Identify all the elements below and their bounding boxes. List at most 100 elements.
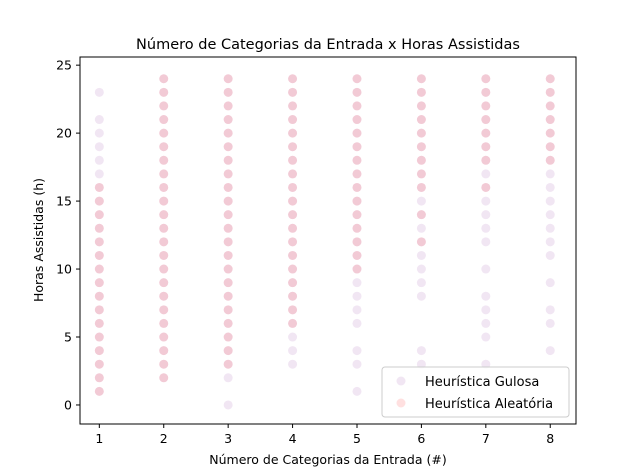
data-point — [159, 264, 169, 274]
data-point — [94, 210, 104, 220]
data-point — [159, 169, 169, 179]
data-point — [159, 318, 169, 328]
data-point — [94, 332, 104, 342]
data-point — [159, 182, 169, 192]
x-tick-label: 4 — [289, 431, 297, 446]
data-point — [352, 87, 362, 97]
data-point — [545, 101, 555, 111]
y-axis-label: Horas Assistidas (h) — [31, 178, 46, 302]
data-point — [352, 128, 362, 138]
data-point — [223, 359, 233, 369]
data-point — [288, 223, 298, 233]
legend-label-gulosa: Heurística Gulosa — [425, 375, 539, 390]
data-point — [545, 74, 555, 84]
data-point — [288, 128, 298, 138]
series-aleatoria — [94, 74, 555, 396]
data-point — [481, 128, 491, 138]
data-point — [416, 264, 426, 274]
data-point — [223, 223, 233, 233]
data-point — [288, 155, 298, 165]
data-point — [223, 291, 233, 301]
data-point — [288, 74, 298, 84]
legend: Heurística Gulosa Heurística Aleatória — [381, 366, 570, 418]
data-point — [481, 169, 491, 179]
data-point — [481, 237, 491, 247]
data-point — [159, 223, 169, 233]
data-point — [352, 115, 362, 125]
data-point — [159, 278, 169, 288]
data-point — [416, 237, 426, 247]
data-point — [159, 128, 169, 138]
data-point — [545, 346, 555, 356]
data-point — [159, 115, 169, 125]
data-point — [416, 182, 426, 192]
data-point — [416, 128, 426, 138]
data-point — [545, 182, 555, 192]
data-point — [94, 346, 104, 356]
data-point — [223, 250, 233, 260]
data-point — [288, 318, 298, 328]
data-point — [288, 250, 298, 260]
data-point — [416, 115, 426, 125]
data-point — [223, 346, 233, 356]
data-point — [352, 169, 362, 179]
data-point — [223, 128, 233, 138]
data-point — [545, 74, 555, 84]
y-tick-label: 5 — [64, 330, 72, 345]
data-point — [159, 250, 169, 260]
data-point — [159, 155, 169, 165]
data-point — [223, 155, 233, 165]
data-point — [352, 237, 362, 247]
data-point — [352, 101, 362, 111]
data-point — [352, 305, 362, 315]
data-point — [416, 74, 426, 84]
data-point — [159, 359, 169, 369]
data-point — [288, 291, 298, 301]
y-tick-label: 20 — [56, 126, 72, 141]
data-point — [352, 210, 362, 220]
data-point — [94, 264, 104, 274]
legend-marker-aleatoria — [396, 398, 406, 408]
data-point — [94, 196, 104, 206]
data-point — [223, 332, 233, 342]
y-axis-ticks: 0 5 10 15 20 25 — [56, 58, 80, 412]
data-point — [94, 291, 104, 301]
data-point — [352, 101, 362, 111]
data-point — [159, 237, 169, 247]
data-point — [223, 291, 233, 301]
data-point — [416, 250, 426, 260]
data-point — [416, 359, 426, 369]
data-point — [94, 223, 104, 233]
data-point — [159, 305, 169, 315]
data-point — [288, 278, 298, 288]
data-point — [223, 74, 233, 84]
data-point — [352, 278, 362, 288]
data-point — [481, 101, 491, 111]
data-point — [94, 318, 104, 328]
data-point — [352, 142, 362, 152]
data-point — [416, 237, 426, 247]
data-point — [223, 169, 233, 179]
data-point — [223, 223, 233, 233]
data-point — [481, 101, 491, 111]
data-point — [481, 142, 491, 152]
x-tick-label: 1 — [95, 431, 103, 446]
data-point — [545, 128, 555, 138]
data-point — [159, 359, 169, 369]
data-point — [223, 318, 233, 328]
data-point — [545, 169, 555, 179]
data-point — [352, 182, 362, 192]
data-point — [223, 332, 233, 342]
data-point — [288, 196, 298, 206]
data-point — [416, 291, 426, 301]
data-point — [288, 115, 298, 125]
series-gulosa — [94, 74, 555, 410]
data-point — [481, 223, 491, 233]
y-tick-label: 0 — [64, 397, 72, 412]
data-point — [159, 346, 169, 356]
data-point — [352, 115, 362, 125]
x-tick-label: 8 — [546, 431, 554, 446]
data-point — [416, 210, 426, 220]
data-point — [288, 318, 298, 328]
data-point — [545, 142, 555, 152]
